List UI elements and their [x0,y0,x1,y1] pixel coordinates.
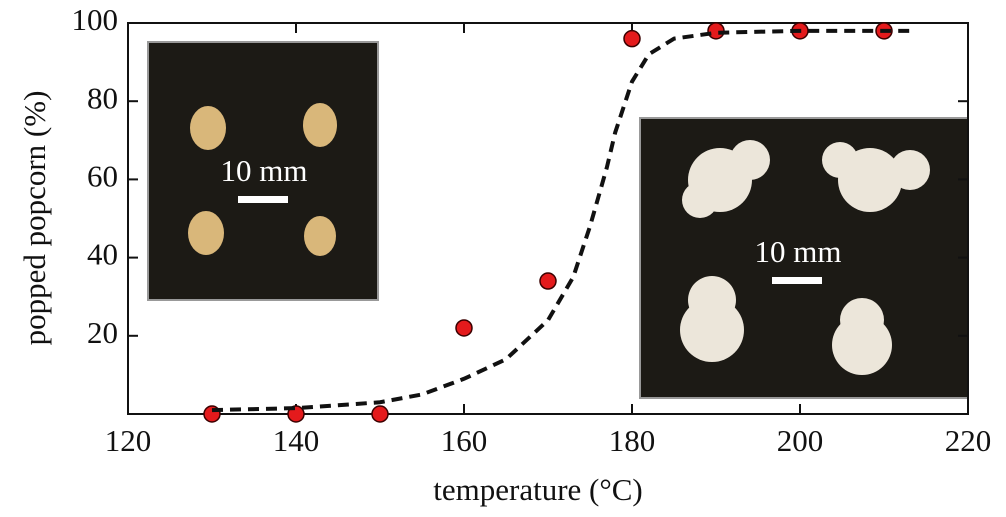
y-tick-label: 80 [87,80,118,115]
x-tick-label: 180 [609,423,656,458]
inset-popcorn: 10 mm [640,118,968,398]
x-tick-label: 140 [273,423,320,458]
data-point [456,320,472,336]
y-tick-label: 20 [87,315,118,350]
y-tick-label: 100 [72,2,119,37]
y-axis-label: popped popcorn (%) [17,91,52,346]
x-tick-label: 220 [945,423,992,458]
scale-label: 10 mm [221,153,308,188]
data-point [624,31,640,47]
y-tick-label: 60 [87,159,118,194]
data-point [372,406,388,422]
scale-label: 10 mm [755,234,842,269]
data-point [540,273,556,289]
x-tick-label: 200 [777,423,824,458]
x-tick-label: 160 [441,423,488,458]
x-axis-label: temperature (°C) [433,472,643,507]
y-tick-label: 40 [87,237,118,272]
x-tick-label: 120 [105,423,152,458]
chart: 10 mm 10 mm temperature (°C) popped popc… [0,0,1006,517]
inset-kernels: 10 mm [148,42,378,300]
